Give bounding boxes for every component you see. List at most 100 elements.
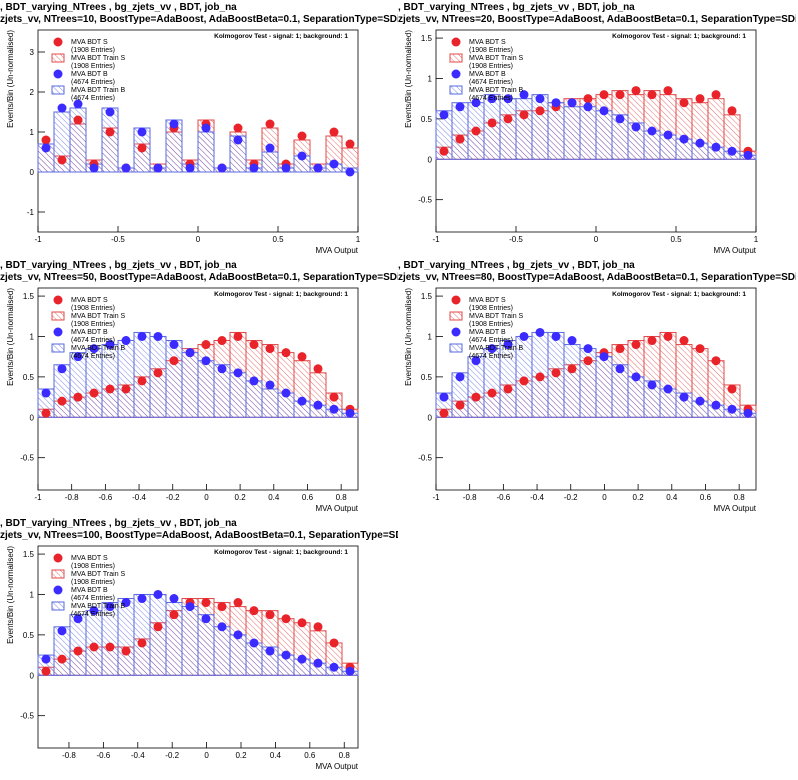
legend-entries: (1908 Entries) [71,579,115,586]
legend-label: MVA BDT Train B [71,345,126,352]
hatched-bar [515,98,533,160]
hatched-bar [627,376,645,418]
x-tick-label: -0.8 [463,493,477,502]
data-point [201,614,211,624]
legend-label: MVA BDT B [469,329,506,336]
data-point [455,102,465,112]
chart-panel: , BDT_varying_NTrees , bg_zjets_vv , BDT… [0,260,398,513]
data-point [329,638,339,648]
subtitle: zjets_vv, NTrees=100, BoostType=AdaBoost… [0,530,447,541]
legend-marker [51,53,65,63]
x-tick-label: 0.8 [339,751,351,760]
data-point [695,344,705,354]
legend-marker [53,295,63,305]
x-tick-label: 0 [594,235,599,244]
x-tick-label: 0.2 [633,493,645,502]
data-point [201,356,211,366]
legend-label: MVA BDT B [469,71,506,78]
data-point [265,610,275,620]
hatched-bar [563,344,581,418]
data-point [297,396,307,406]
data-point [297,352,307,362]
data-point [233,598,243,608]
data-point [265,380,275,390]
data-point [201,340,211,350]
data-point [169,610,179,620]
x-axis-label: MVA Output [315,246,358,255]
legend-marker [51,343,65,353]
data-point [169,594,179,604]
annotation: Kolmogorov Test - signal: 1; background:… [214,291,348,298]
data-point [631,340,641,350]
data-point [487,94,497,104]
data-point [121,646,131,656]
legend-entries: (1908 Entries) [71,563,115,570]
data-point [695,396,705,406]
y-tick-label: 1 [30,128,35,137]
data-point [297,654,307,664]
x-tick-label: -1 [34,235,42,244]
legend-marker [53,585,63,595]
data-point [615,114,625,124]
data-point [217,163,227,173]
x-tick-label: -1 [34,493,42,502]
data-point [249,340,259,350]
hatched-bar [261,388,279,418]
data-point [41,135,51,145]
x-tick-label: 0.4 [270,751,282,760]
hatched-bar [261,151,279,173]
data-point [41,408,51,418]
data-point [345,408,355,418]
hatched-bar [117,340,135,418]
data-point [153,622,163,632]
data-point [329,392,339,402]
legend-label: MVA BDT Train S [469,55,524,62]
hatched-bar [499,98,517,160]
data-point [503,114,513,124]
x-tick-label: 0.4 [666,493,678,502]
legend-marker [449,311,463,321]
y-axis-label: Events/Bin (Un-normalised) [6,546,15,644]
data-point [647,336,657,346]
title: , BDT_varying_NTrees , bg_zjets_vv , BDT… [0,2,237,13]
data-point [345,139,355,149]
annotation: Kolmogorov Test - signal: 1; background:… [612,33,746,40]
legend-entries: (4674 Entries) [71,95,115,102]
hatched-bar [117,598,135,676]
legend-label: MVA BDT S [469,297,506,304]
data-point [329,662,339,672]
data-point [105,384,115,394]
data-point [727,106,737,116]
legend-entries: (4674 Entries) [469,337,513,344]
plot-frame [37,545,359,749]
legend-entries: (4674 Entries) [469,353,513,360]
hatched-bar [133,593,151,676]
data-point [615,90,625,100]
legend-label: MVA BDT Train B [71,603,126,610]
y-tick-label: 1 [30,332,35,341]
data-point [185,602,195,612]
data-point [471,98,481,108]
y-axis-label: Events/Bin (Un-normalised) [6,288,15,386]
chart-panel: , BDT_varying_NTrees , bg_zjets_vv , BDT… [398,260,796,513]
data-point [711,400,721,410]
hatched-bar [229,634,247,676]
data-point [137,331,147,341]
hatched-bar [595,110,613,160]
data-point [679,98,689,108]
data-point [695,94,705,104]
data-point [727,384,737,394]
legend-marker [53,553,63,563]
data-point [233,331,243,341]
data-point [503,340,513,350]
data-point [743,150,753,160]
legend-label: MVA BDT B [71,329,108,336]
data-point [631,372,641,382]
data-point [137,143,147,153]
x-tick-label: 0.5 [670,235,682,244]
data-point [249,606,259,616]
data-point [313,364,323,374]
legend-label: MVA BDT Train B [469,87,524,94]
data-point [73,646,83,656]
data-point [519,110,529,120]
